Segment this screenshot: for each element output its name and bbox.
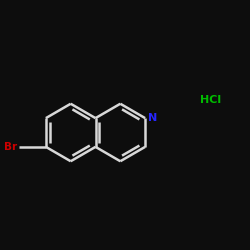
Text: Br: Br: [4, 142, 17, 152]
Text: N: N: [148, 112, 157, 122]
Text: HCl: HCl: [200, 95, 221, 105]
